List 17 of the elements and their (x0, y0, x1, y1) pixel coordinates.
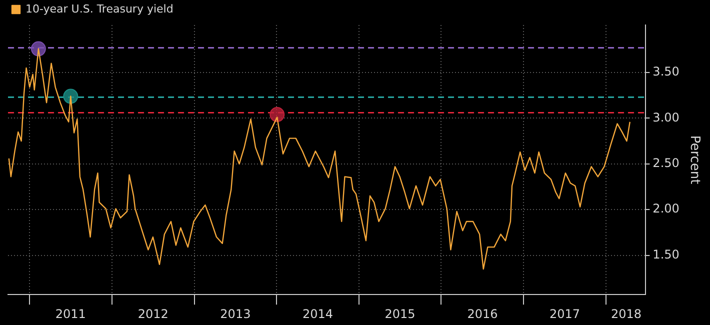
x-tick-label: 2012 (138, 306, 168, 321)
y-tick-label: 3.00 (652, 110, 680, 124)
point (270, 107, 285, 122)
x-tick-label: 2014 (302, 306, 333, 321)
x-tick-label: 2016 (467, 306, 498, 321)
x-tick-label: 2018 (611, 306, 642, 321)
y-tick-label: 2.50 (652, 156, 680, 170)
y-tick-label: 3.50 (652, 64, 680, 79)
x-tick-label: 2011 (55, 306, 86, 321)
legend-label: 10-year U.S. Treasury yield (26, 2, 174, 16)
point (63, 88, 78, 104)
y-tick-label: 2.00 (652, 202, 680, 216)
y-axis-title: Percent (686, 135, 702, 184)
x-tick-label: 2015 (384, 306, 416, 321)
x-tick-label: 2013 (220, 306, 251, 321)
x-tick-label: 2017 (549, 306, 580, 321)
y-tick-label: 1.50 (652, 247, 680, 262)
